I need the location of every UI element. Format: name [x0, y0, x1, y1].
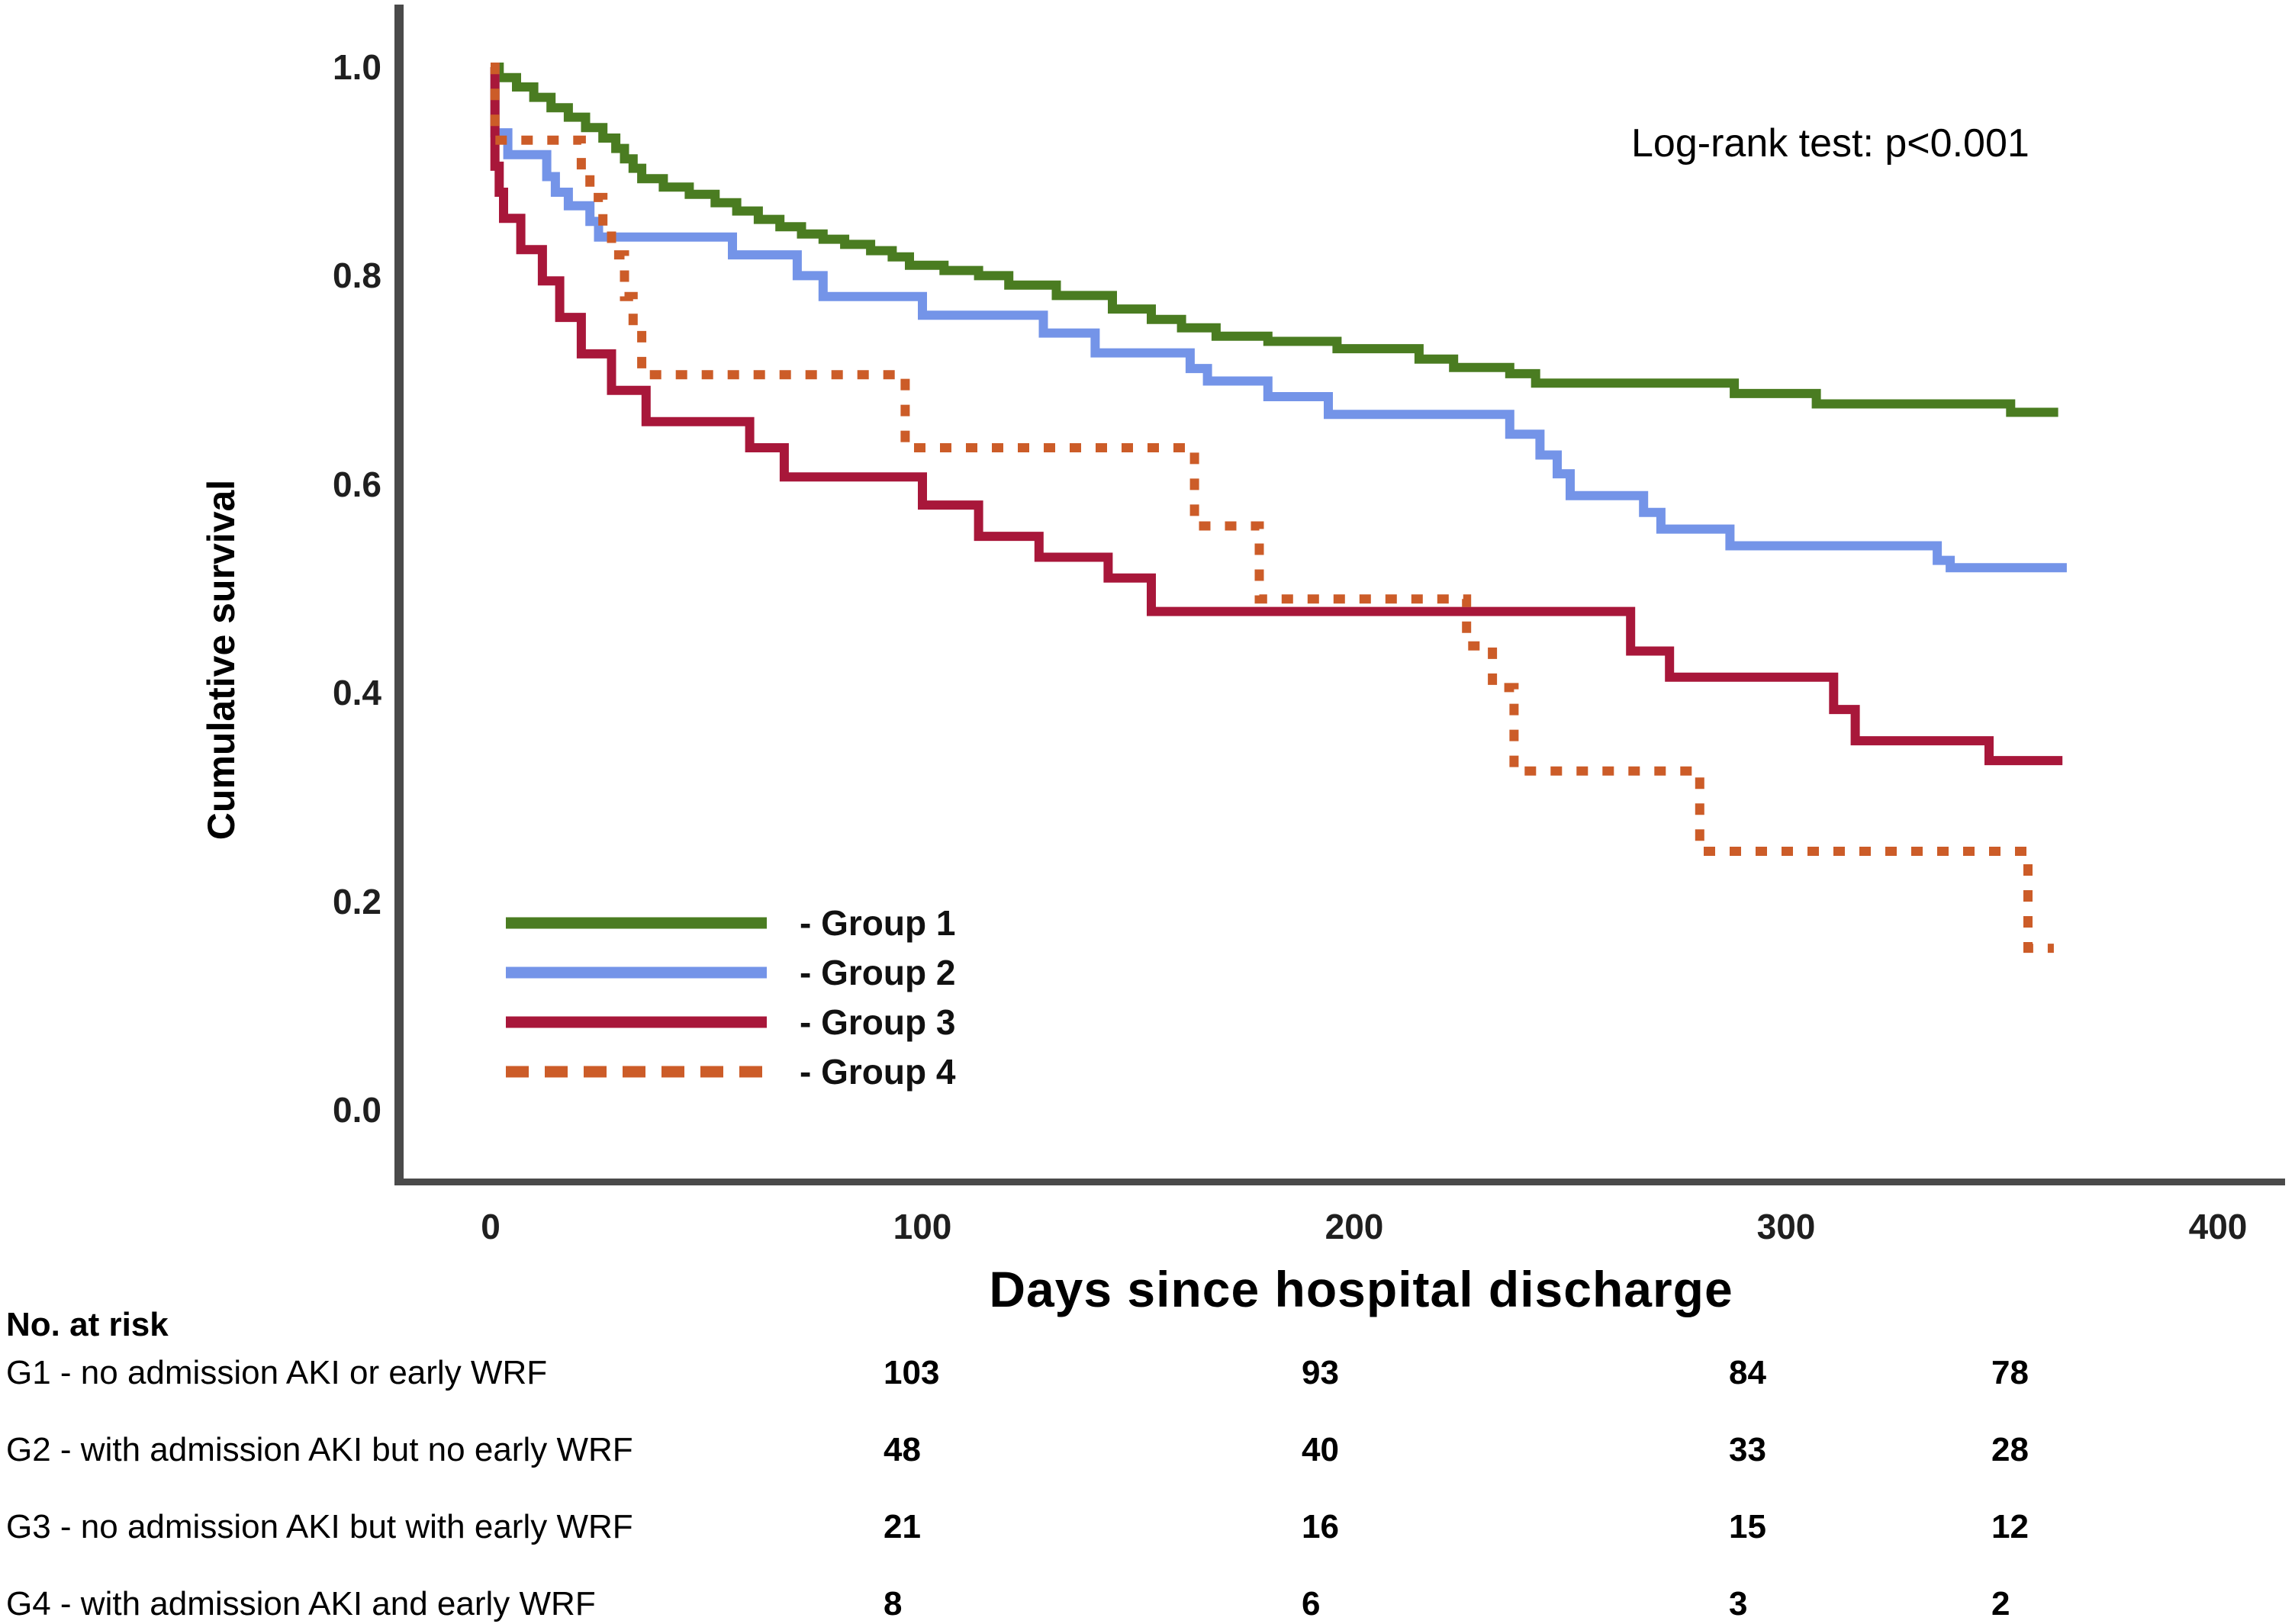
risk-count-g2-c2: 40 [1302, 1431, 1339, 1468]
x-tick-label: 200 [1325, 1207, 1384, 1246]
y-tick-label: 0.4 [333, 673, 381, 713]
curve-group-2 [490, 63, 2067, 573]
y-axis-line [394, 5, 404, 1185]
risk-table-title: No. at risk [6, 1306, 169, 1343]
risk-count-g3-c4: 12 [1991, 1508, 2029, 1545]
risk-count-g2-c1: 48 [884, 1431, 921, 1468]
risk-count-g1-c2: 93 [1302, 1354, 1339, 1391]
risk-count-g1-c4: 78 [1991, 1354, 2029, 1391]
y-tick-label: 0.6 [333, 464, 381, 504]
risk-row-label-1: G1 - no admission AKI or early WRF [6, 1354, 548, 1391]
risk-count-g4-c4: 2 [1991, 1585, 2010, 1622]
curve-group-4 [490, 63, 2054, 953]
logrank-annotation: Log-rank test: p<0.001 [1631, 121, 2029, 166]
legend-label-3: - Group 3 [800, 1002, 956, 1042]
risk-count-g3-c2: 16 [1302, 1508, 1339, 1545]
legend-label-1: - Group 1 [800, 903, 956, 943]
x-tick-label: 0 [481, 1207, 501, 1246]
y-tick-label: 1.0 [333, 47, 381, 87]
risk-count-g4-c2: 6 [1302, 1585, 1321, 1622]
x-axis-line [394, 1179, 2285, 1185]
y-tick-label: 0.8 [333, 256, 381, 296]
risk-count-g1-c1: 103 [884, 1354, 940, 1391]
curve-group-3 [490, 63, 2063, 766]
risk-count-g4-c3: 3 [1729, 1585, 1748, 1622]
risk-row-label-2: G2 - with admission AKI but no early WRF [6, 1431, 633, 1468]
x-tick-label: 400 [2188, 1207, 2248, 1246]
risk-count-g4-c1: 8 [884, 1585, 903, 1622]
risk-count-g3-c1: 21 [884, 1508, 921, 1545]
x-tick-label: 300 [1756, 1207, 1816, 1246]
risk-count-g2-c3: 33 [1729, 1431, 1766, 1468]
y-tick-label: 0.0 [333, 1090, 381, 1130]
risk-count-g2-c4: 28 [1991, 1431, 2029, 1468]
legend-label-4: - Group 4 [800, 1052, 956, 1092]
risk-count-g3-c3: 15 [1729, 1508, 1766, 1545]
risk-row-label-4: G4 - with admission AKI and early WRF [6, 1585, 596, 1622]
curve-group-1 [491, 63, 2058, 417]
legend-label-2: - Group 2 [800, 953, 956, 992]
y-axis-title: Cumulative survival [200, 479, 243, 841]
y-tick-label: 0.2 [333, 881, 381, 921]
x-axis-title: Days since hospital discharge [989, 1261, 1733, 1317]
x-tick-label: 100 [893, 1207, 952, 1246]
risk-row-label-3: G3 - no admission AKI but with early WRF [6, 1508, 633, 1545]
risk-count-g1-c3: 84 [1729, 1354, 1766, 1391]
